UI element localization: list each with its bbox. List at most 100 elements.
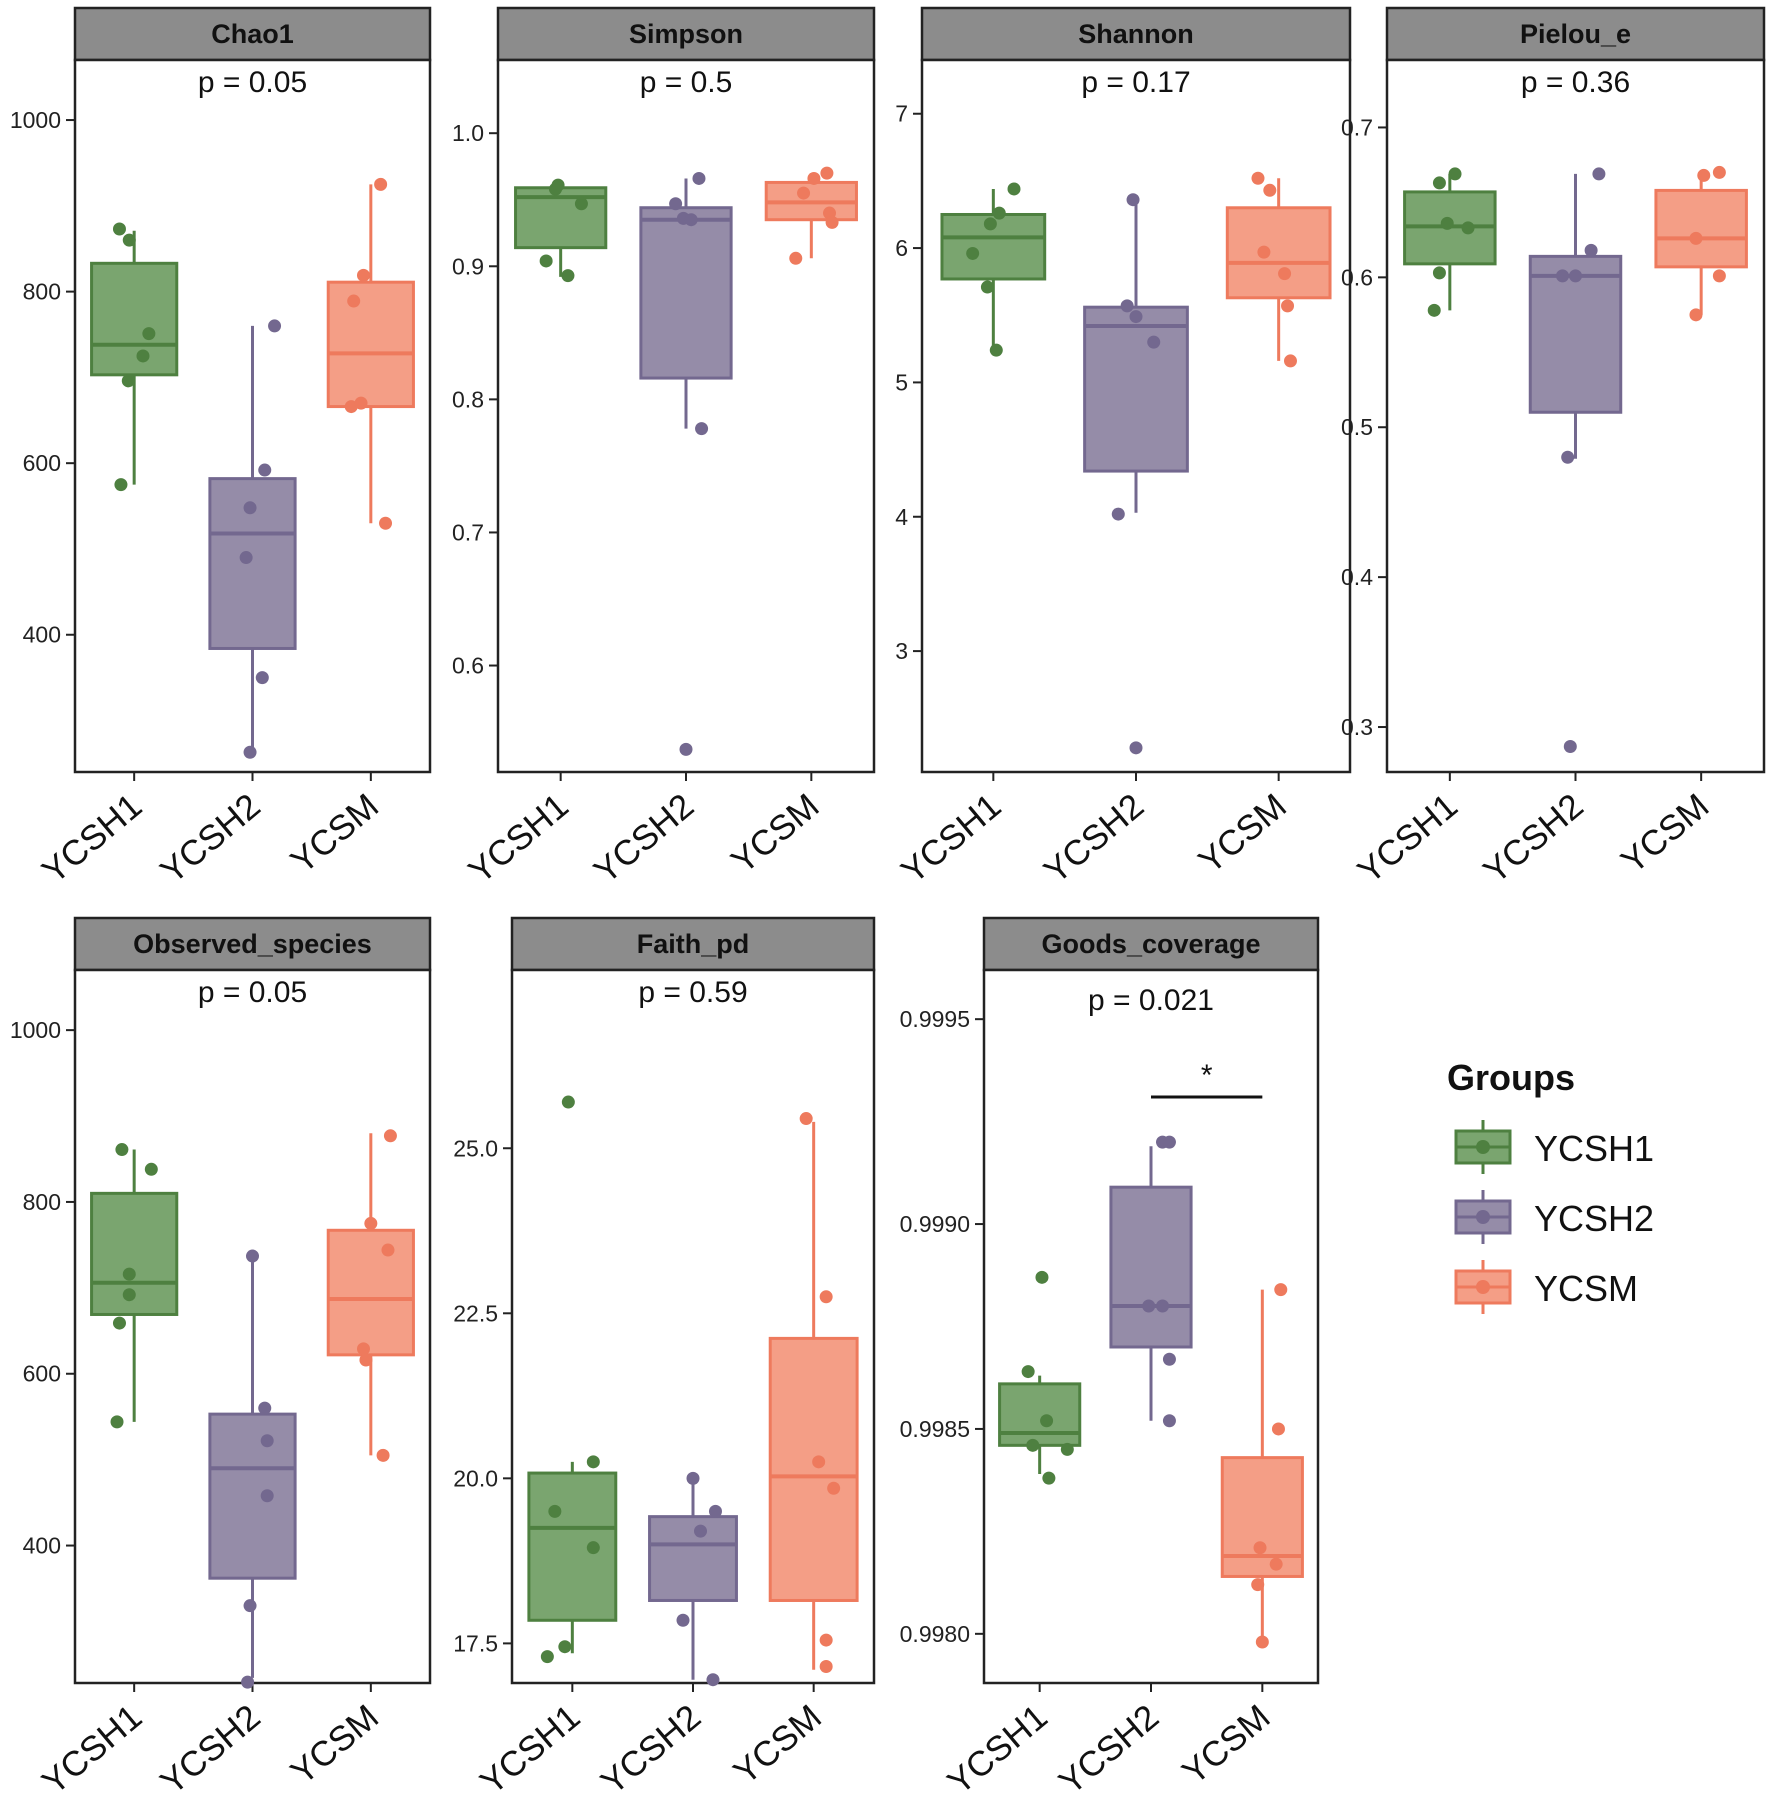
- x-tick-label-ycsh2: YCSH2: [1037, 786, 1151, 891]
- p-value-label: p = 0.05: [198, 976, 307, 1009]
- y-tick-label: 1000: [10, 107, 61, 133]
- y-tick-label: 0.9990: [900, 1211, 970, 1237]
- data-point: [983, 217, 997, 231]
- data-point: [1432, 176, 1446, 190]
- p-value-label: p = 0.17: [1081, 66, 1190, 99]
- box-ycsh1: [527, 1095, 618, 1664]
- y-tick-label: 4: [895, 504, 908, 530]
- data-point: [1283, 354, 1297, 368]
- data-point: [693, 1524, 707, 1538]
- y-tick-label: 3: [895, 638, 908, 664]
- panel-simpson: Simpson p = 0.5 0.6 0.7 0.8 0.9 1.0 YCSH1 YCSH2 Y…: [452, 6, 876, 891]
- data-point: [819, 1633, 833, 1647]
- data-point: [1569, 269, 1582, 283]
- data-point: [686, 1471, 700, 1485]
- data-point: [112, 1316, 126, 1330]
- box-ycsh1: [90, 222, 179, 492]
- facet-strip: [73, 6, 432, 62]
- p-value-label: p = 0.59: [638, 976, 747, 1009]
- legend-label-ycsm: YCSM: [1534, 1268, 1638, 1309]
- data-point: [115, 1143, 129, 1157]
- facet-strip: [920, 6, 1352, 62]
- x-tick-label-ycsh1: YCSH1: [940, 1697, 1054, 1802]
- y-tick-label: 20.0: [453, 1465, 498, 1491]
- data-point: [122, 233, 136, 247]
- data-point: [561, 269, 575, 283]
- data-point: [1251, 171, 1265, 185]
- data-point: [354, 396, 368, 410]
- facet-strip: [496, 6, 876, 62]
- y-tick-label: 0.9995: [900, 1006, 970, 1032]
- data-point: [1147, 335, 1161, 349]
- legend-label-ycsh1: YCSH1: [1534, 1128, 1654, 1169]
- data-point: [1448, 167, 1462, 181]
- data-point: [1129, 310, 1143, 324]
- data-point: [539, 254, 553, 268]
- legend-item-ycsm: YCSM: [1454, 1260, 1638, 1314]
- box-ycsh2: [1528, 167, 1623, 754]
- data-point: [980, 280, 994, 294]
- data-point: [548, 182, 562, 196]
- data-point: [144, 1162, 158, 1176]
- data-point: [364, 1216, 378, 1230]
- y-tick-label: 0.9985: [900, 1416, 970, 1442]
- data-point: [827, 1481, 841, 1495]
- box-iqr: [940, 212, 1047, 281]
- data-point: [586, 1541, 600, 1555]
- y-tick-label: 17.5: [453, 1630, 498, 1656]
- data-point: [819, 1659, 833, 1673]
- data-point: [548, 1504, 562, 1518]
- data-point: [383, 1129, 397, 1143]
- facet-title: Simpson: [629, 19, 743, 49]
- data-point: [356, 268, 370, 282]
- box-iqr: [1109, 1185, 1193, 1349]
- box-ycsm: [764, 166, 858, 265]
- data-point: [706, 1673, 720, 1687]
- box-ycsm: [1654, 165, 1748, 322]
- data-point: [1040, 1414, 1054, 1428]
- data-point: [558, 1640, 572, 1654]
- x-tick-label-ycsm: YCSM: [283, 1697, 386, 1792]
- p-value-label: p = 0.36: [1521, 66, 1630, 99]
- data-point: [260, 1489, 274, 1503]
- data-point: [819, 1290, 833, 1304]
- x-tick-label-ycsh2: YCSH2: [587, 786, 701, 891]
- data-point: [684, 213, 698, 227]
- data-point: [540, 1650, 554, 1664]
- p-value-label: p = 0.05: [198, 66, 307, 99]
- data-point: [243, 745, 257, 759]
- data-point: [676, 1613, 690, 1627]
- data-point: [112, 222, 126, 236]
- legend-item-ycsh2: YCSH2: [1454, 1190, 1654, 1244]
- data-point: [1156, 1299, 1170, 1313]
- data-point: [1697, 168, 1711, 182]
- y-tick-label: 400: [23, 622, 61, 648]
- box-iqr: [208, 1412, 297, 1580]
- box-ycsm: [1220, 1283, 1304, 1649]
- data-point: [1035, 1270, 1049, 1284]
- y-tick-label: 800: [23, 279, 61, 305]
- data-point: [241, 1675, 255, 1689]
- y-tick-label: 600: [23, 1361, 61, 1387]
- box-ycsh2: [1109, 1135, 1193, 1428]
- data-point: [1689, 231, 1703, 245]
- data-point: [695, 422, 709, 436]
- data-point: [1271, 1422, 1285, 1436]
- groups-legend: Groups YCSH1 YCSH2 YCSM: [1447, 1057, 1654, 1314]
- data-point: [1060, 1442, 1074, 1456]
- data-point: [260, 1434, 274, 1448]
- data-point: [561, 1095, 575, 1109]
- facet-title: Pielou_e: [1520, 19, 1631, 49]
- legend-label-ycsh2: YCSH2: [1534, 1198, 1654, 1239]
- data-point: [1255, 1635, 1269, 1649]
- data-point: [239, 551, 253, 565]
- data-point: [255, 671, 269, 685]
- data-point: [574, 197, 588, 211]
- data-point: [1561, 450, 1575, 464]
- data-point: [692, 171, 706, 185]
- y-tick-label: 1000: [10, 1017, 61, 1043]
- data-point: [797, 186, 811, 200]
- y-tick-label: 0.6: [452, 653, 484, 679]
